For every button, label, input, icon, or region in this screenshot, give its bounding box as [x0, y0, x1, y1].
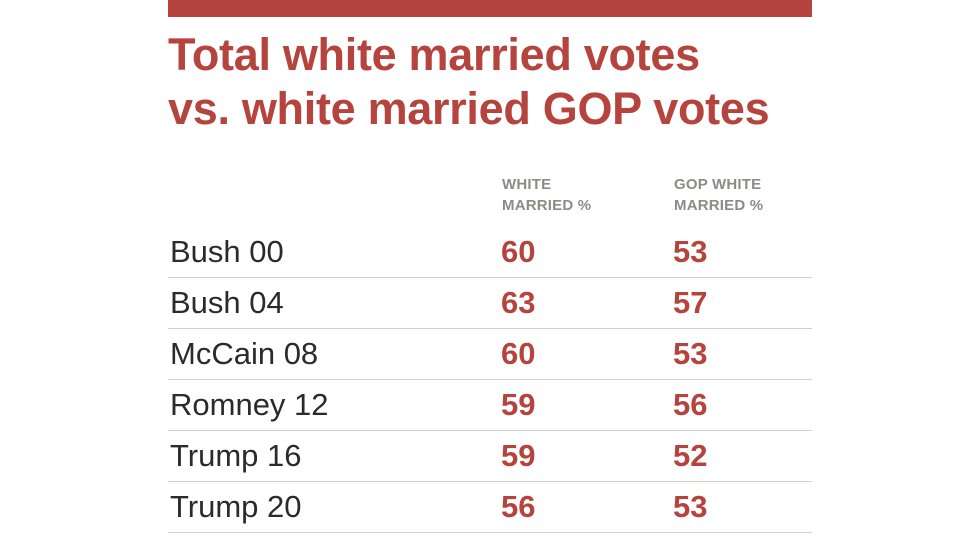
gop-white-married-value: 53 — [673, 336, 708, 371]
white-married-value: 56 — [501, 489, 536, 524]
table-row: McCain 08 60 53 — [168, 329, 812, 380]
gop-white-married-value: 53 — [673, 234, 708, 269]
gop-white-married-value: 56 — [673, 387, 708, 422]
table-row: Trump 20 56 53 — [168, 482, 812, 533]
column-header-gop-white-married: GOP WHITE MARRIED % — [674, 174, 763, 216]
column-header-white-married: WHITE MARRIED % — [502, 174, 591, 216]
column-header-line: WHITE — [502, 176, 552, 193]
chart-title: Total white married votes vs. white marr… — [168, 28, 828, 136]
white-married-value: 63 — [501, 285, 536, 320]
gop-white-married-value: 52 — [673, 438, 708, 473]
table-row: Bush 04 63 57 — [168, 278, 812, 329]
row-label: Bush 00 — [170, 234, 284, 269]
title-line-1: Total white married votes — [168, 29, 700, 80]
column-header-line: MARRIED % — [502, 197, 592, 214]
column-header-line: MARRIED % — [674, 197, 764, 214]
table-row: Trump 16 59 52 — [168, 431, 812, 482]
table-body: Bush 00 60 53 Bush 04 63 57 McCain 08 60… — [168, 227, 812, 533]
gop-white-married-value: 53 — [673, 489, 708, 524]
white-married-value: 59 — [501, 387, 536, 422]
white-married-value: 60 — [501, 234, 536, 269]
row-label: Trump 16 — [170, 438, 302, 473]
row-label: McCain 08 — [170, 336, 319, 371]
row-label: Trump 20 — [170, 489, 302, 524]
white-married-value: 60 — [501, 336, 536, 371]
white-married-value: 59 — [501, 438, 536, 473]
table-row: Romney 12 59 56 — [168, 380, 812, 431]
column-header-line: GOP WHITE — [674, 176, 762, 193]
accent-bar — [168, 0, 812, 17]
gop-white-married-value: 57 — [673, 285, 708, 320]
title-line-2: vs. white married GOP votes — [168, 83, 770, 134]
table-row: Bush 00 60 53 — [168, 227, 812, 278]
row-label: Romney 12 — [170, 387, 329, 422]
row-label: Bush 04 — [170, 285, 284, 320]
